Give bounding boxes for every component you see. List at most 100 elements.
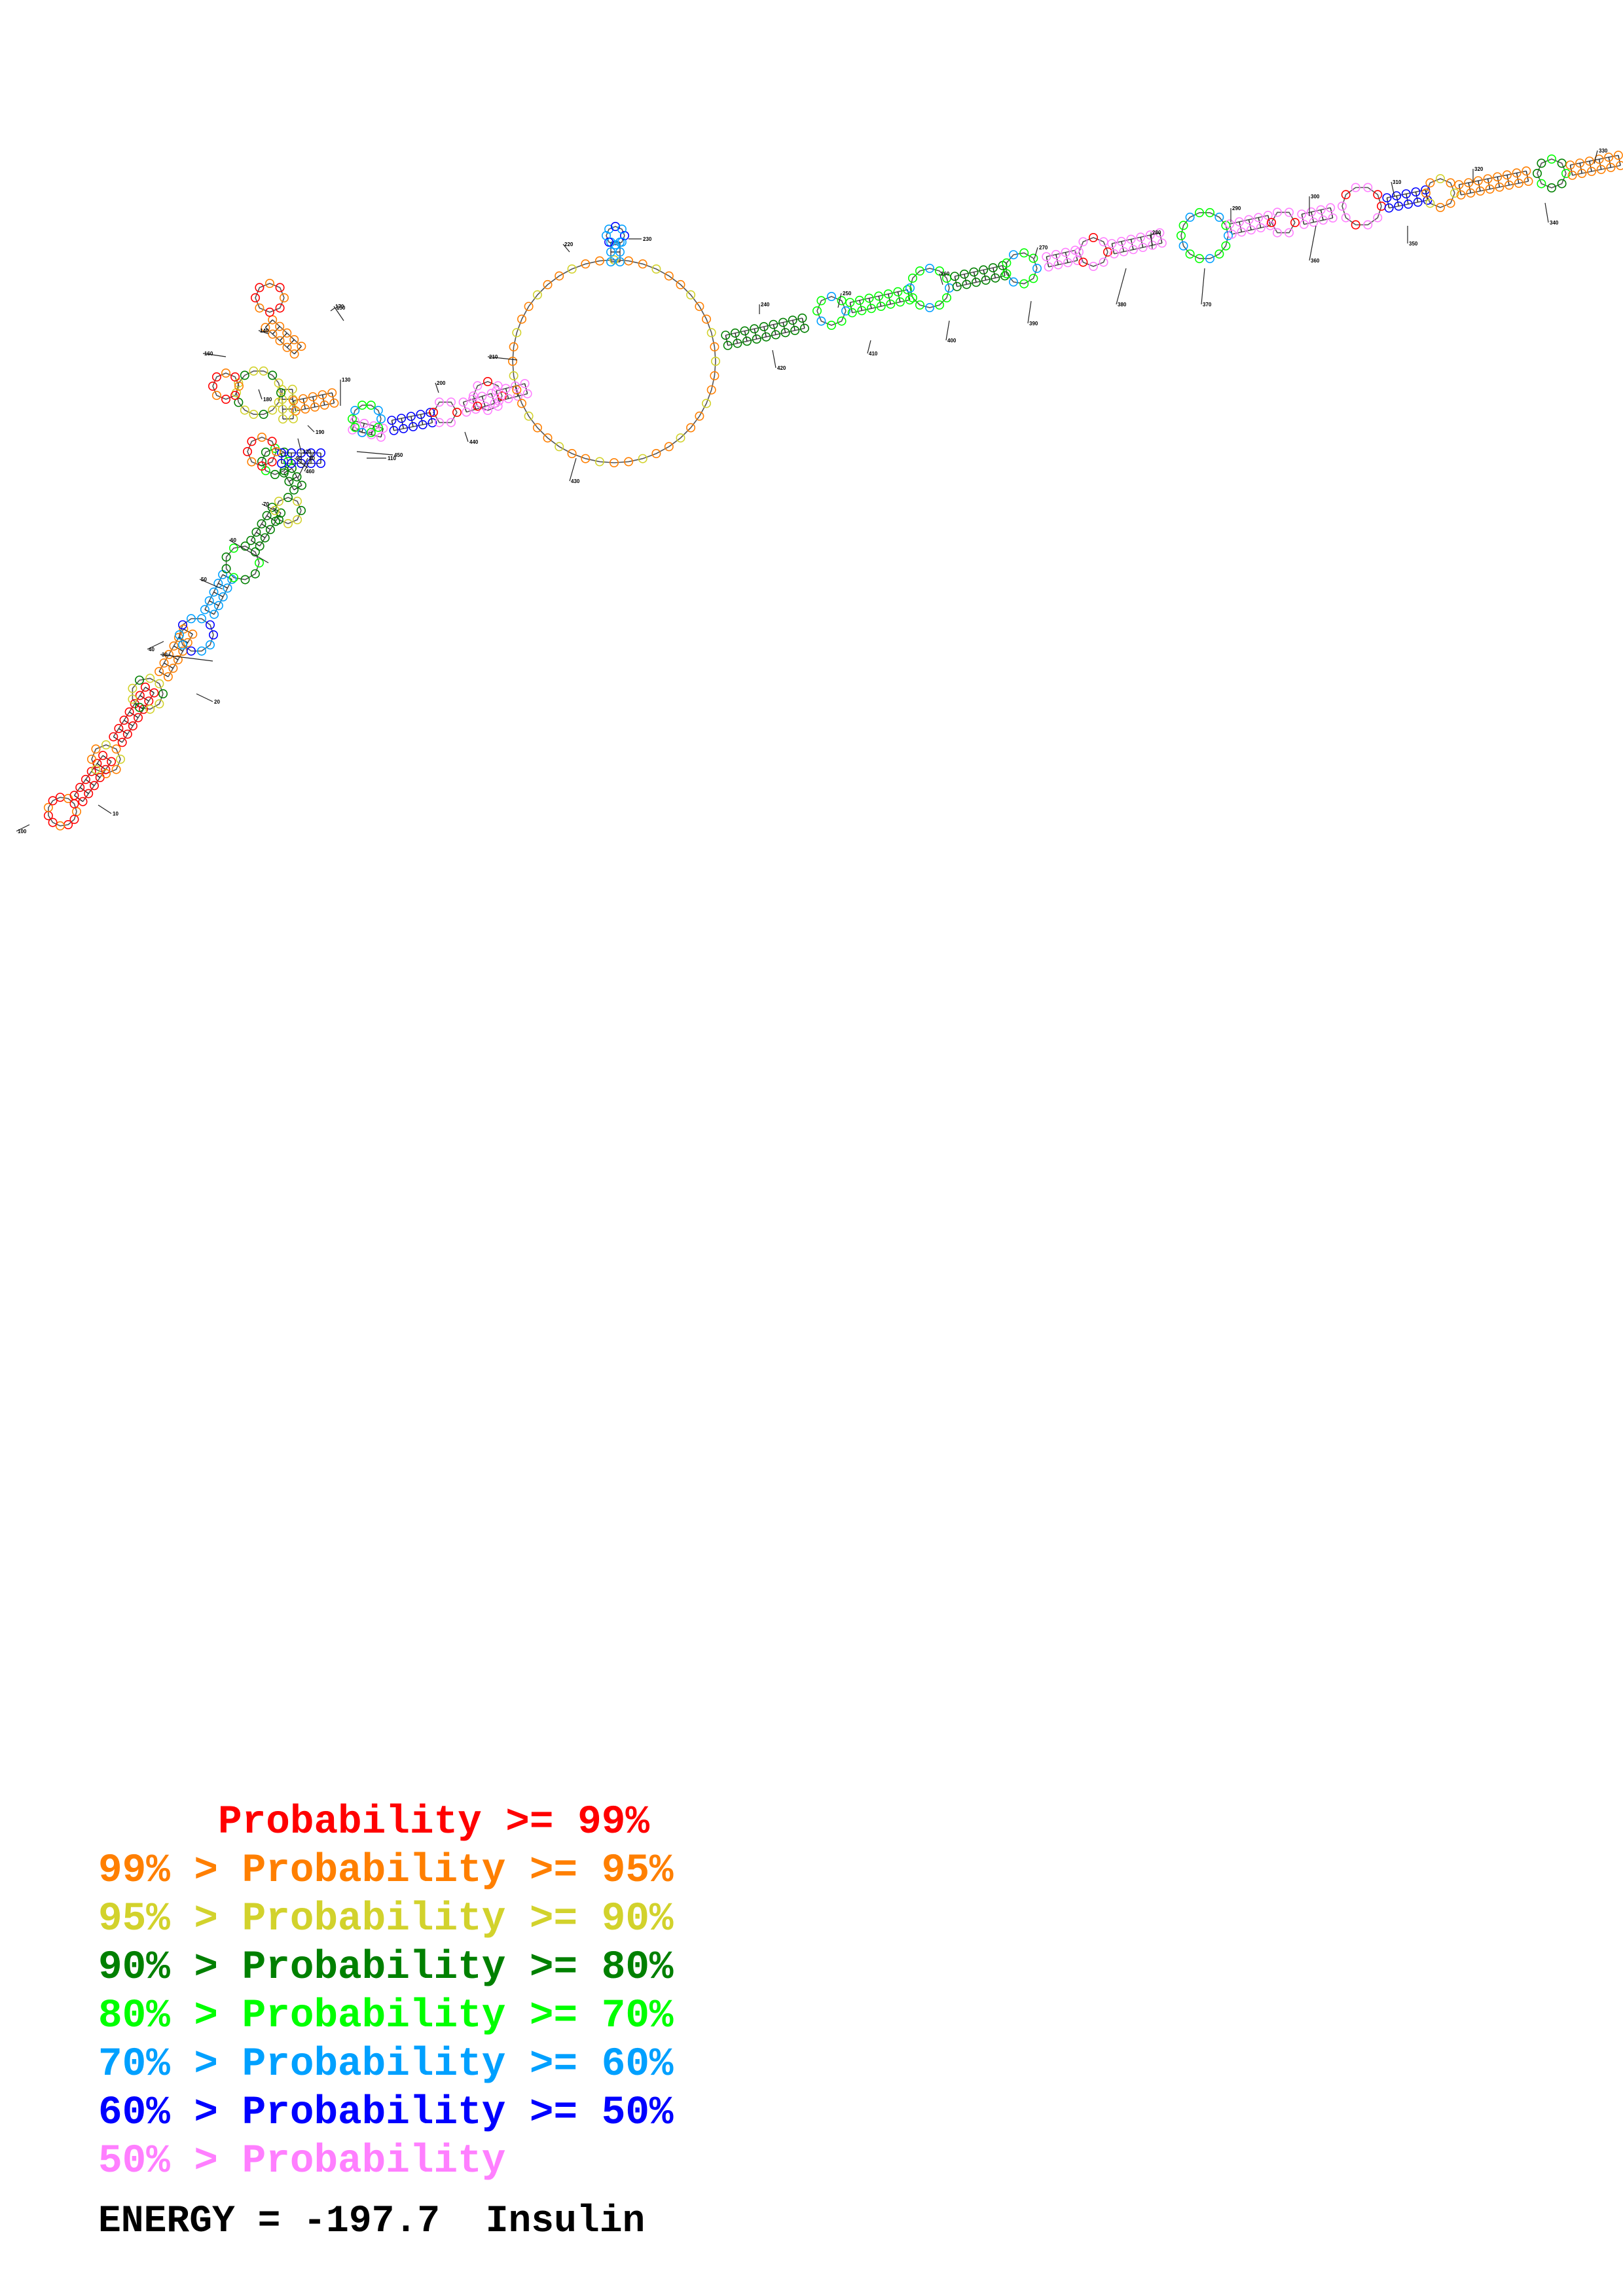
nucleotide bbox=[1394, 201, 1404, 211]
nucleotide bbox=[532, 423, 542, 433]
nucleotide bbox=[289, 485, 299, 495]
backbone-segment bbox=[1341, 187, 1382, 226]
nucleotide bbox=[1042, 252, 1051, 262]
base-pair bbox=[279, 332, 287, 342]
nucleotide bbox=[509, 342, 519, 351]
nucleotide bbox=[837, 316, 847, 326]
nucleotide bbox=[1009, 250, 1019, 260]
nucleotide bbox=[387, 416, 397, 425]
position-label: 400 bbox=[947, 338, 957, 344]
nucleotide bbox=[1351, 220, 1360, 230]
nucleotide bbox=[512, 328, 522, 338]
nucleotide bbox=[276, 458, 286, 468]
nucleotide bbox=[903, 285, 913, 295]
position-label: 20 bbox=[214, 699, 220, 705]
nucleotide bbox=[1319, 215, 1328, 225]
nucleotide bbox=[1436, 173, 1446, 183]
backbone-segment bbox=[168, 634, 193, 677]
nucleotide bbox=[567, 448, 577, 458]
nucleotide bbox=[259, 410, 268, 420]
nucleotide bbox=[1273, 228, 1283, 238]
nucleotide bbox=[173, 655, 183, 664]
nucleotide bbox=[250, 293, 260, 302]
base-pair bbox=[272, 507, 282, 514]
nucleotide bbox=[676, 433, 685, 443]
nucleotide bbox=[446, 397, 456, 407]
nucleotide bbox=[874, 291, 884, 301]
position-label: 370 bbox=[1203, 302, 1212, 308]
nucleotide bbox=[259, 366, 268, 376]
position-tick bbox=[772, 350, 776, 368]
nucleotide bbox=[78, 797, 88, 806]
base-pair bbox=[1159, 232, 1163, 243]
nucleotide bbox=[1099, 257, 1108, 267]
position-label: 90 bbox=[296, 456, 302, 461]
position-label: 110 bbox=[388, 456, 396, 461]
nucleotide bbox=[357, 427, 367, 437]
nucleotide bbox=[234, 381, 244, 391]
backbone-segment bbox=[73, 755, 103, 796]
nucleotide bbox=[1557, 158, 1567, 168]
legend-line-5: 80% > Probability >= 70% bbox=[98, 1994, 674, 2039]
nucleotide bbox=[254, 558, 264, 567]
nucleotide bbox=[348, 425, 357, 435]
backbone-segment bbox=[606, 226, 625, 245]
nucleotide bbox=[373, 406, 383, 416]
nucleotide bbox=[69, 791, 79, 800]
nucleotide bbox=[274, 378, 283, 388]
nucleotide bbox=[752, 334, 761, 344]
base-pair bbox=[1248, 219, 1252, 230]
backbone-segment bbox=[261, 448, 289, 475]
nucleotide bbox=[507, 356, 517, 366]
nucleotide bbox=[857, 306, 867, 315]
legend-line-8: 50% > Probability bbox=[98, 2139, 506, 2184]
base-pair bbox=[897, 291, 901, 302]
position-label: 380 bbox=[1118, 302, 1127, 308]
position-tick bbox=[297, 438, 302, 452]
base-pair bbox=[1598, 159, 1602, 170]
nucleotide bbox=[1299, 219, 1309, 229]
nucleotide bbox=[1178, 241, 1188, 251]
nucleotide bbox=[816, 296, 826, 306]
nucleotide bbox=[48, 796, 58, 806]
nucleotide bbox=[122, 729, 132, 739]
base-pair bbox=[773, 324, 776, 335]
base-pair bbox=[1468, 183, 1471, 194]
legend-line-4: 90% > Probability >= 80% bbox=[98, 1945, 674, 1990]
nucleotide bbox=[264, 307, 274, 317]
base-pair bbox=[302, 399, 306, 410]
position-tick bbox=[258, 330, 269, 334]
base-pair bbox=[1055, 254, 1059, 265]
position-label: 230 bbox=[643, 236, 652, 242]
backbone-segment bbox=[1112, 232, 1160, 244]
nucleotide bbox=[517, 314, 526, 324]
base-pair bbox=[888, 293, 891, 304]
nucleotide bbox=[296, 448, 306, 457]
nucleotide bbox=[265, 525, 275, 535]
base-pair bbox=[321, 395, 325, 406]
nucleotide bbox=[555, 442, 564, 452]
nucleotide bbox=[1565, 160, 1575, 170]
nucleotide bbox=[240, 575, 250, 584]
position-tick bbox=[1150, 232, 1153, 249]
position-label: 310 bbox=[1393, 179, 1402, 185]
nucleotide bbox=[128, 694, 137, 704]
position-label: 130 bbox=[342, 377, 351, 383]
base-pair bbox=[113, 736, 123, 743]
base-pair bbox=[289, 476, 297, 482]
position-label: 70 bbox=[263, 501, 269, 507]
nucleotide bbox=[1450, 188, 1460, 198]
base-pair bbox=[1608, 157, 1612, 168]
nucleotide bbox=[48, 817, 58, 827]
nucleotide bbox=[695, 411, 704, 421]
nucleotide bbox=[274, 515, 283, 525]
backbone-segment bbox=[1180, 212, 1229, 259]
nucleotide bbox=[501, 384, 511, 393]
base-pair bbox=[859, 300, 863, 311]
nucleotide bbox=[174, 630, 184, 639]
nucleotide bbox=[255, 283, 264, 293]
nucleotide bbox=[908, 273, 918, 283]
base-pair bbox=[129, 711, 139, 719]
nucleotide bbox=[250, 569, 260, 579]
base-pair bbox=[119, 728, 128, 735]
